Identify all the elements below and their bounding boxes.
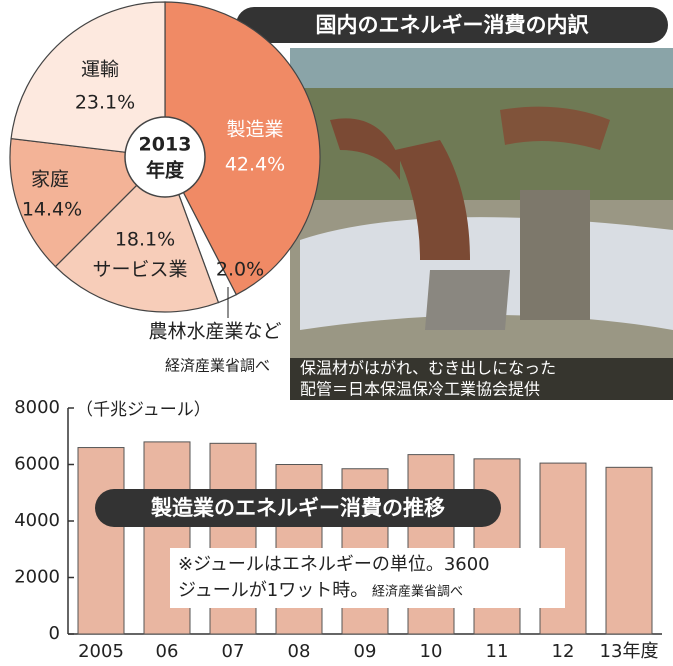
note: ※ジュールはエネルギーの単位。3600 xyxy=(178,554,490,575)
x-tick-label: 09 xyxy=(354,641,377,662)
photo-caption: 配管＝日本保温保冷工業協会提供 xyxy=(300,380,540,399)
slice-label: 家庭 xyxy=(31,169,69,191)
chart-title: 国内のエネルギー消費の内訳 xyxy=(316,13,590,37)
x-tick-label: 07 xyxy=(222,641,245,662)
page: 保温材がはがれ、むき出しになった 配管＝日本保温保冷工業協会提供 国内のエネルギ… xyxy=(0,0,673,666)
y-tick-label: 4000 xyxy=(14,510,60,531)
slice-value-label: 14.4% xyxy=(22,199,82,221)
y-tick-label: 8000 xyxy=(14,397,60,418)
infographic: 保温材がはがれ、むき出しになった 配管＝日本保温保冷工業協会提供 国内のエネルギ… xyxy=(0,0,673,666)
x-tick-label: 10 xyxy=(420,641,443,662)
slice-value-label: 42.4% xyxy=(225,154,285,176)
y-tick-label: 0 xyxy=(49,623,60,644)
slice-label: 農林水産業など xyxy=(148,321,281,343)
y-tick-label: 2000 xyxy=(14,567,60,588)
x-tick-label: 13年度 xyxy=(600,641,659,662)
photo xyxy=(290,48,673,400)
y-tick-label: 6000 xyxy=(14,454,60,475)
center-label: 2013 xyxy=(139,134,192,156)
center-hole xyxy=(125,117,205,197)
chart-title: 製造業のエネルギー消費の推移 xyxy=(150,496,445,520)
bar-chart: 0 2000 4000 6000 8000 （千兆ジュール） 2005 06 07 08 09 10 1… xyxy=(14,397,662,662)
slice-value-label: 2.0% xyxy=(216,259,264,281)
pie-chart: 2013 年度 製造業 42.4% 農林水産業など 2.0% サービス業 18.1% 家庭 14.… xyxy=(10,2,320,375)
slice-label: 運輸 xyxy=(81,59,119,81)
source: 経済産業省調べ xyxy=(165,357,270,375)
x-tick-label: 08 xyxy=(288,641,311,662)
x-tick-label: 06 xyxy=(156,641,179,662)
slice-label: サービス業 xyxy=(92,259,187,281)
center-label: 年度 xyxy=(146,159,185,182)
source: 経済産業省調べ xyxy=(372,584,463,600)
slice-value-label: 23.1% xyxy=(75,92,135,114)
slice-label: 製造業 xyxy=(226,119,283,141)
x-tick-label: 2005 xyxy=(78,641,124,662)
slice-value-label: 18.1% xyxy=(115,229,175,251)
x-tick-label: 11 xyxy=(486,641,509,662)
photo-caption: 保温材がはがれ、むき出しになった xyxy=(300,359,556,378)
note: ジュールが1ワット時。 xyxy=(178,580,368,601)
bar xyxy=(78,448,124,634)
y-axis-label: （千兆ジュール） xyxy=(76,400,211,420)
x-tick-label: 12 xyxy=(552,641,575,662)
bar xyxy=(606,467,652,634)
